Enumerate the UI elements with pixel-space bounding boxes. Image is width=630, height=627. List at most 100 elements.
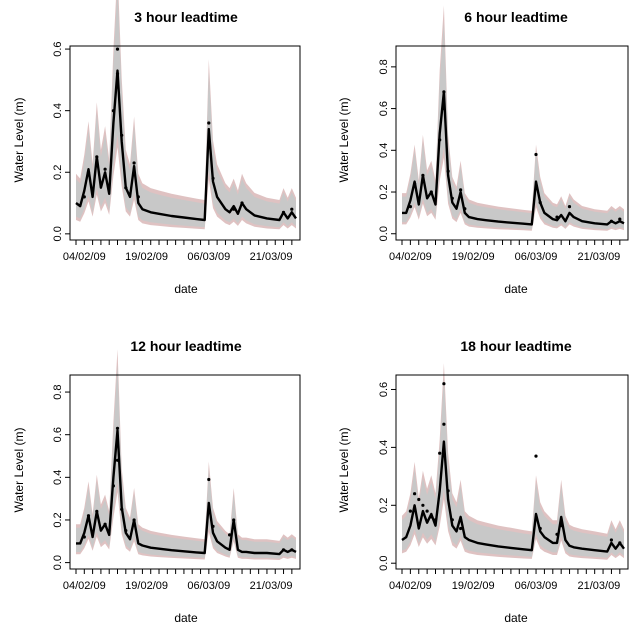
observation-point (559, 524, 563, 528)
x-tick-label: 19/02/09 (125, 580, 168, 592)
observation-point (442, 90, 446, 94)
plot-frame (395, 45, 629, 241)
x-tick-label: 06/03/09 (187, 251, 230, 263)
observation-point (413, 182, 417, 186)
observation-point (115, 47, 120, 51)
observation-point (408, 205, 412, 209)
y-tick-label: 0.0 (52, 555, 64, 570)
x-tick-label: 19/02/09 (125, 251, 168, 263)
plot-frame (395, 374, 629, 570)
y-axis-label: Water Level (m) (12, 98, 26, 183)
observation-point (442, 382, 446, 386)
plot-area: 0.0 0.2 0.4 0.6 0.8 04/02/09 19/02/09 06/03/09 2… (52, 349, 301, 592)
observation-point (207, 477, 211, 482)
observation-point (95, 155, 99, 159)
observation-point (446, 489, 450, 493)
observation-point (442, 107, 446, 111)
observation-point (438, 138, 442, 142)
observation-point (555, 215, 559, 219)
observation-point (136, 195, 140, 199)
y-axis-label: Water Level (m) (337, 428, 351, 513)
observation-point (425, 509, 429, 513)
observation-point (450, 196, 454, 200)
x-axis-label: date (504, 282, 528, 296)
observation-point (207, 121, 211, 125)
observation-point (281, 548, 286, 552)
observation-point (103, 167, 107, 171)
y-tick-label: 0.0 (378, 556, 390, 571)
x-tick-label: 06/03/09 (515, 251, 558, 263)
y-tick-label: 0.2 (52, 165, 64, 180)
observation-point (86, 514, 91, 518)
observation-point (446, 169, 450, 173)
y-tick-label: 0.6 (52, 427, 64, 442)
series-line (401, 440, 625, 553)
y-tick-label: 0.4 (52, 470, 64, 485)
band-inner (76, 0, 296, 228)
observation-point (132, 518, 136, 522)
x-tick-label: 21/03/09 (250, 251, 293, 263)
observation-point (240, 201, 244, 205)
x-tick-label: 21/03/09 (577, 251, 620, 263)
observation-point (124, 529, 128, 533)
observation-point (433, 518, 438, 522)
y-axis-label: Water Level (m) (12, 428, 26, 513)
band-inner (402, 377, 624, 558)
y-tick-label: 0.4 (52, 103, 64, 118)
plot-frame (69, 45, 301, 241)
observation-point (534, 454, 538, 458)
observation-point (120, 133, 124, 137)
observation-point (429, 190, 433, 194)
y-axis-label: Water Level (m) (337, 98, 351, 183)
x-axis-label: date (504, 611, 528, 625)
x-tick-label: 04/02/09 (389, 580, 432, 592)
series-line (75, 69, 297, 222)
y-tick-label: 0.2 (378, 184, 390, 199)
series-line (76, 429, 297, 556)
observation-point (421, 503, 425, 507)
x-tick-label: 04/02/09 (389, 251, 432, 263)
observation-point (442, 422, 446, 426)
observation-point (567, 205, 572, 209)
y-tick-label: 0.0 (52, 226, 64, 241)
observation-point (618, 217, 622, 221)
x-axis-label: date (174, 282, 198, 296)
observation-point (232, 207, 236, 211)
observation-point (290, 207, 294, 211)
plot-area: 0.0 0.2 0.4 0.6 0.8 04/02/09 19/02/09 06/03/09 2… (378, 5, 629, 263)
observation-point (429, 515, 433, 519)
observation-point (115, 458, 120, 462)
x-tick-label: 21/03/09 (577, 580, 620, 592)
observation-point (103, 522, 107, 526)
x-tick-label: 04/02/09 (63, 580, 106, 592)
observation-point (211, 176, 215, 180)
panel-title: 18 hour leadtime (460, 338, 571, 354)
y-tick-label: 0.4 (378, 440, 390, 455)
observation-point (555, 532, 559, 536)
y-tick-label: 0.4 (378, 143, 390, 158)
y-tick-label: 0.6 (52, 41, 64, 56)
x-tick-label: 06/03/09 (515, 580, 558, 592)
observation-point (228, 533, 232, 537)
x-tick-label: 19/02/09 (452, 580, 495, 592)
observation-point (417, 497, 421, 502)
observation-point (86, 170, 91, 174)
observation-point (538, 200, 542, 205)
y-tick-label: 0.2 (52, 512, 64, 527)
y-tick-label: 0.6 (378, 382, 390, 397)
observation-point (450, 518, 454, 522)
panel-title: 3 hour leadtime (134, 9, 238, 25)
observation-point (120, 507, 124, 511)
x-tick-label: 19/02/09 (452, 251, 495, 263)
observation-point (281, 210, 286, 214)
observation-point (232, 518, 236, 522)
observation-point (124, 186, 128, 190)
y-tick-label: 0.8 (52, 384, 64, 399)
x-tick-label: 06/03/09 (187, 580, 230, 592)
panel-title: 6 hour leadtime (464, 9, 568, 25)
series-line (402, 90, 625, 226)
plot-area: 0.0 0.2 0.4 0.6 04/02/09 19/02/09 06/03/09 21/0… (52, 0, 301, 263)
observation-point (538, 526, 542, 531)
panel-12-hour: 12 hour leadtime Water Level (m) date 0.… (12, 338, 301, 625)
observation-point (413, 492, 417, 496)
